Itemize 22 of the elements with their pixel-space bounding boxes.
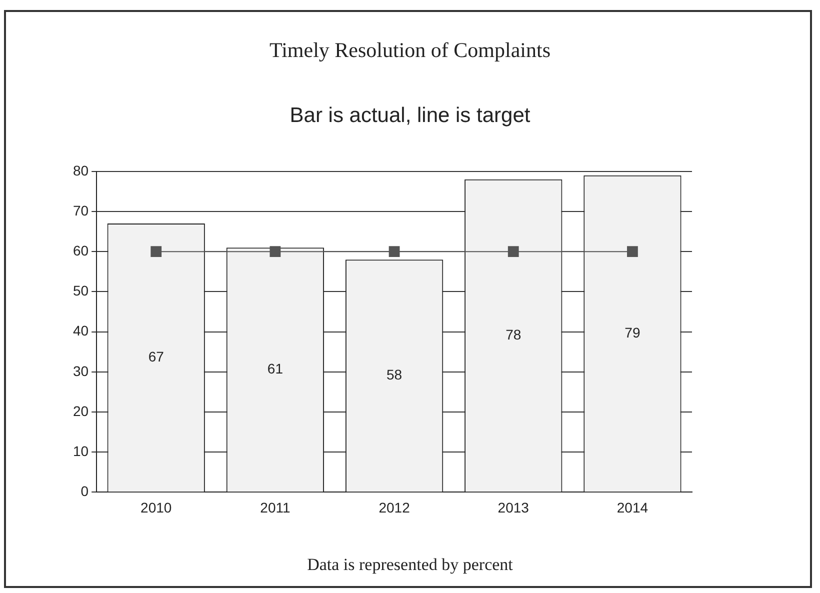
y-tick-label: 50	[72, 282, 89, 299]
data-label: 61	[267, 360, 284, 377]
x-tick-label: 2012	[378, 499, 410, 516]
y-tick-label: 0	[80, 483, 89, 500]
data-label: 79	[624, 324, 640, 340]
data-label: 58	[386, 366, 402, 383]
chart-subtitle: Bar is actual, line is target	[288, 104, 532, 128]
y-tick-label: 60	[72, 242, 89, 258]
x-tick-label: 2013	[498, 499, 530, 516]
data-label: 78	[506, 326, 522, 342]
y-tick-label: 10	[72, 442, 89, 459]
data-label: 67	[148, 348, 164, 364]
y-tick-label: 70	[72, 202, 89, 218]
text: Data is represented by percent	[306, 555, 514, 575]
y-tick-label: 80	[72, 162, 89, 178]
x-tick-label: 2010	[140, 499, 172, 516]
x-tick-label: 2014	[616, 499, 648, 516]
y-tick-label: 30	[72, 362, 89, 379]
y-tick-label: 40	[72, 322, 89, 339]
y-tick-label: 20	[72, 402, 89, 419]
chart-title: Timely Resolution of Complaints	[268, 38, 552, 63]
x-tick-label: 2011	[260, 499, 290, 516]
